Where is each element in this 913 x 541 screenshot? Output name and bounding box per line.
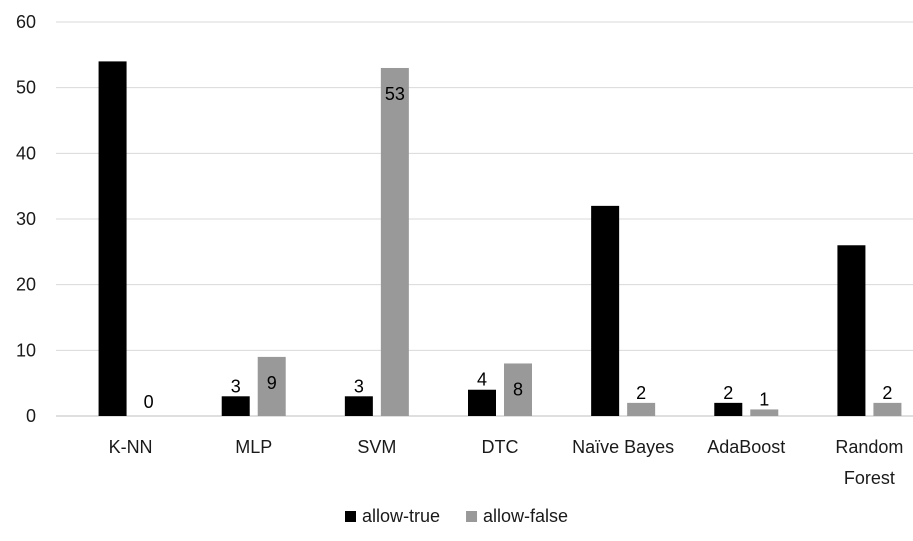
x-axis-categories: K-NN MLP SVM DTC Naïve Bayes AdaBoost Random Fo… [109, 437, 904, 488]
bars [98, 61, 902, 417]
data-label-allow-true-5: 2 [723, 383, 733, 403]
bar-allow-false-4 [627, 402, 656, 416]
x-tick-label-6-1: Forest [844, 468, 895, 488]
x-tick-label-3-0: DTC [482, 437, 519, 457]
data-label-allow-false-4: 2 [636, 383, 646, 403]
data-label-allow-true-2: 3 [354, 376, 364, 396]
bar-allow-false-1 [257, 356, 286, 416]
x-tick-label-6-0: Random [835, 437, 903, 457]
x-tick-label-5-0: AdaBoost [707, 437, 785, 457]
data-label-allow-false-2: 53 [385, 84, 405, 104]
y-tick-label-40: 40 [16, 143, 36, 163]
data-label-allow-false-6: 2 [882, 383, 892, 403]
y-axis-ticks: 0 10 20 30 40 50 60 [16, 12, 36, 426]
legend-label-allow-false: allow-false [483, 506, 568, 526]
legend-swatch-allow-false [466, 511, 478, 522]
data-label-allow-true-6: 26 [841, 261, 861, 281]
legend-swatch-allow-true [345, 511, 356, 522]
bar-allow-false-6 [873, 402, 902, 416]
data-label-allow-true-4: 32 [595, 222, 615, 242]
bar-allow-true-3 [468, 389, 496, 416]
bar-allow-true-2 [344, 396, 373, 416]
x-tick-label-2-0: SVM [357, 437, 396, 457]
bar-allow-false-3 [504, 363, 532, 416]
bar-allow-false-5 [750, 409, 779, 416]
y-tick-label-20: 20 [16, 275, 36, 295]
bar-allow-true-0 [98, 61, 127, 417]
y-tick-label-50: 50 [16, 78, 36, 98]
data-label-allow-true-3: 4 [477, 370, 487, 390]
y-tick-label-10: 10 [16, 340, 36, 360]
x-tick-label-1-0: MLP [235, 437, 272, 457]
legend-label-allow-true: allow-true [362, 506, 440, 526]
y-tick-label-60: 60 [16, 12, 36, 32]
x-tick-label-0-0: K-NN [109, 437, 153, 457]
y-tick-label-0: 0 [26, 406, 36, 426]
gridlines [56, 21, 913, 417]
data-label-allow-false-3: 8 [513, 379, 523, 399]
data-label-allow-false-1: 9 [267, 373, 277, 393]
legend: allow-true allow-false [345, 506, 568, 526]
data-label-allow-false-5: 1 [759, 389, 769, 409]
bar-allow-true-5 [714, 402, 743, 416]
data-label-allow-false-0: 0 [144, 392, 154, 412]
data-label-allow-true-1: 3 [231, 376, 241, 396]
data-labels: 54 0 3 9 3 53 4 8 32 2 2 1 26 2 [103, 77, 893, 412]
x-tick-label-4-0: Naïve Bayes [572, 437, 674, 457]
y-tick-label-30: 30 [16, 209, 36, 229]
bar-allow-true-1 [221, 396, 250, 416]
bar-allow-false-2 [380, 67, 409, 416]
bar-allow-true-6 [837, 245, 866, 416]
bar-allow-true-4 [591, 205, 620, 416]
data-label-allow-true-0: 54 [103, 77, 123, 97]
